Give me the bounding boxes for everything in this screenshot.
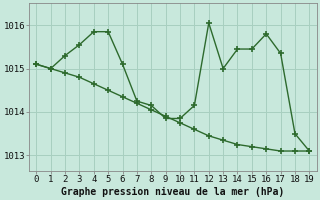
X-axis label: Graphe pression niveau de la mer (hPa): Graphe pression niveau de la mer (hPa) [61,186,284,197]
